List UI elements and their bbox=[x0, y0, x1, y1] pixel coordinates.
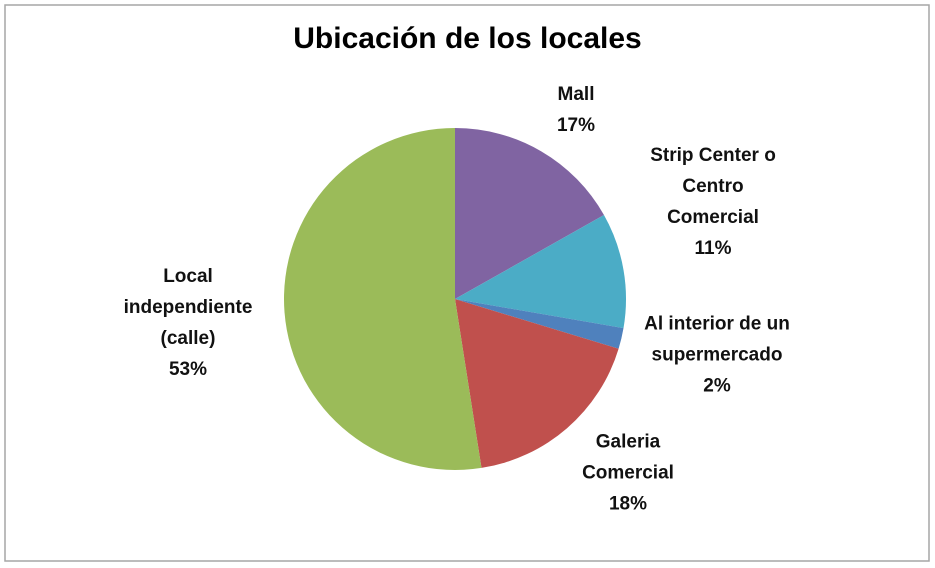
value-label: 11% bbox=[694, 238, 732, 259]
slice-label: Al interior de un supermercado 2% bbox=[642, 309, 792, 402]
category-label: Al interior de un supermercado bbox=[644, 313, 790, 366]
value-label: 2% bbox=[703, 375, 731, 397]
slice-label: Local independiente (calle) 53% bbox=[103, 261, 273, 385]
category-label: Mall bbox=[557, 84, 595, 105]
pie-slice bbox=[455, 299, 624, 349]
value-label: 17% bbox=[556, 115, 596, 136]
value-label: 53% bbox=[168, 359, 208, 380]
category-label: Galeria Comercial bbox=[582, 431, 674, 484]
slice-label: Strip Center o Centro Comercial 11% bbox=[638, 140, 788, 264]
pie-slice bbox=[455, 299, 619, 468]
category-label: Local independiente (calle) bbox=[123, 266, 253, 349]
chart-title: Ubicación de los locales bbox=[293, 22, 642, 55]
value-label: 18% bbox=[608, 493, 648, 515]
pie-slice bbox=[283, 128, 482, 470]
pie-slice bbox=[455, 128, 604, 299]
slice-label: Galeria Comercial 18% bbox=[568, 427, 688, 520]
category-label: Strip Center o Centro Comercial bbox=[650, 145, 776, 228]
pie-slice bbox=[455, 215, 626, 329]
slice-label: Mall 17% bbox=[521, 79, 631, 141]
